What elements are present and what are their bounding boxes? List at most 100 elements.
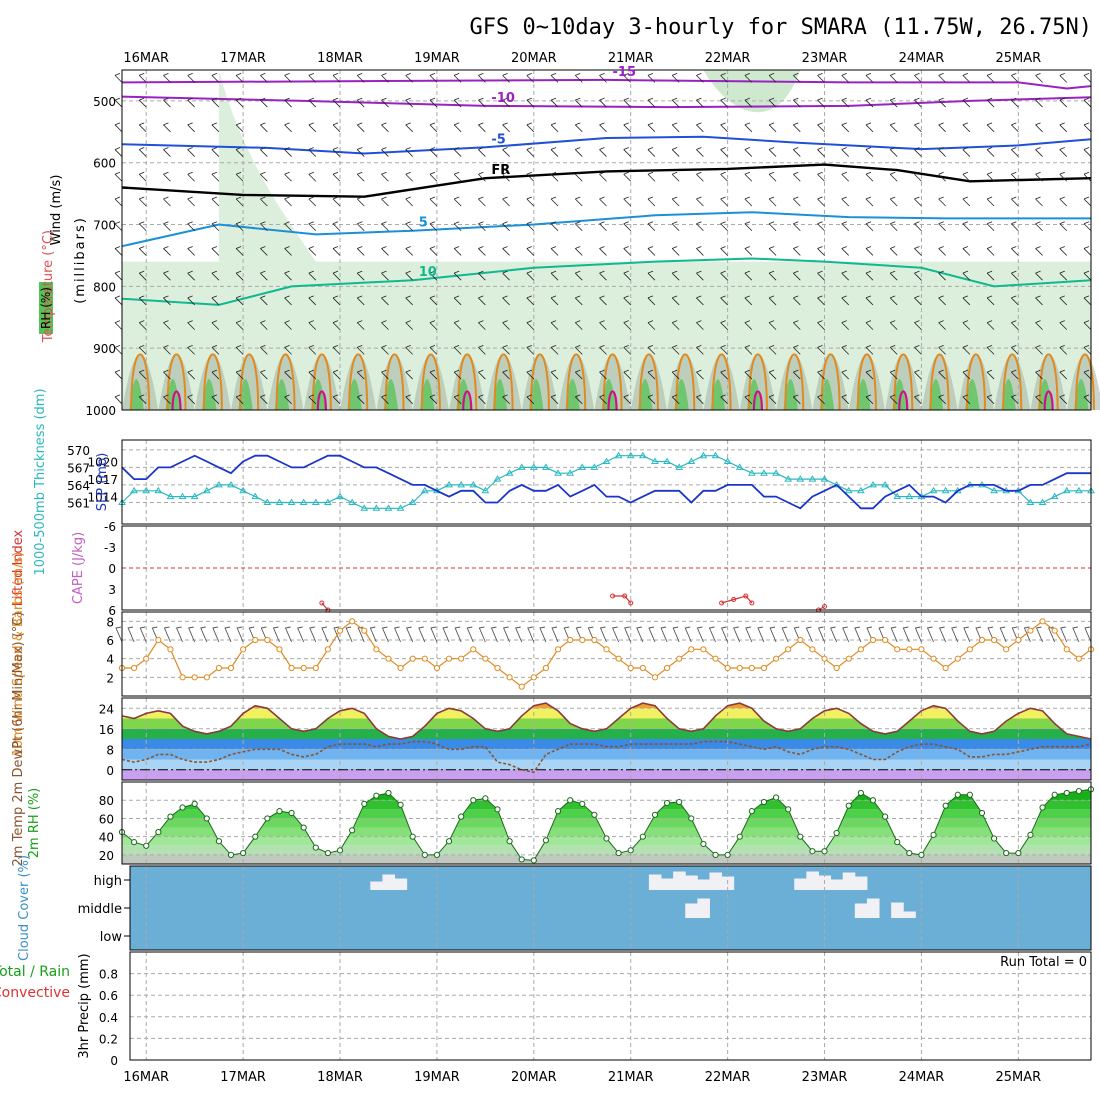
wind-barb [405,295,413,306]
wind-speed-marker [494,664,501,672]
temp-color-band [122,739,1091,750]
wind-barb [235,394,244,405]
surface-wind-barb [151,626,159,643]
wind-barb [502,221,510,232]
wind-barb [647,72,656,83]
rh-marker [264,815,271,822]
wind-barb [308,270,317,281]
wind-barb [429,122,438,133]
wind-barb [599,246,607,256]
wind-barb [865,344,874,355]
thickness-marker [263,498,272,505]
wind-barb [308,369,317,380]
wind-barb [962,122,971,133]
wind-barb [574,196,583,207]
wind-barb [356,221,365,232]
thickness-marker [747,469,756,476]
wind-barb [623,344,632,355]
wind-speed-marker [809,646,816,653]
wind-barb [986,72,995,83]
wind-barb [502,344,510,355]
wind-barb [211,295,220,306]
wind-barb [1011,171,1019,182]
wind-barb [938,320,946,330]
wind-barb [550,97,559,108]
wind-barb [817,295,825,306]
rh-marker [155,829,162,836]
isotherm-loop-20 [675,353,696,411]
surface-wind-barb [817,626,825,643]
wind-axis-label: Wind (m/s) [49,175,64,246]
wind-barb [405,122,413,133]
wind-barb [793,72,801,83]
wind-barb [163,122,171,133]
wind-speed-marker [433,664,441,672]
wind-barb [889,72,898,83]
wind-barb [1083,394,1092,405]
isotherm-loop-20 [1074,353,1095,411]
bottom-date-label: 18MAR [317,1070,363,1085]
wind-barb [429,147,438,157]
wind-barb [356,246,365,256]
wind-barb [962,147,971,157]
wind-barb [647,97,656,108]
wind-barb [453,295,462,306]
surface-wind-barb [854,626,862,643]
wind-speed-marker [918,646,925,653]
rh-marker [978,809,986,817]
wind-barb [187,344,195,355]
wind-barb [793,147,801,157]
wind-barb [1059,394,1068,405]
wind-barb [1059,122,1068,133]
rh-marker [324,849,332,857]
rh-shading-band [710,379,726,410]
surface-wind-barb [284,626,292,643]
rh-marker [688,815,695,822]
wind-barb [1059,221,1068,232]
wind-barb [453,171,462,182]
wind-barb [138,122,147,133]
rh-axis-label: RH (%) [39,287,53,329]
pressure-tick-label: 1000 [85,404,116,418]
rh-color-band [122,789,1091,792]
rh-tick-label: 40 [99,831,114,845]
wind-barb [817,171,825,182]
wind-barb [478,147,486,157]
wind-barb [332,147,341,157]
thickness-marker [166,492,175,500]
wind-barb [720,97,728,108]
isotherm-loop-30 [462,390,473,411]
thickness-marker [1026,498,1035,505]
wind-barb [696,72,704,83]
wind-barb [478,320,486,330]
wind-barb [865,97,874,108]
top-date-label: 20MAR [511,51,557,66]
wind-barb [841,295,850,306]
rh-shading-band [1001,379,1016,410]
surface-wind-barb [139,626,147,643]
wind-barb [211,369,220,380]
rh-marker [724,851,731,858]
wind-barb [1083,221,1092,232]
wind-barb [138,97,147,108]
wind-barb [865,221,874,232]
surface-wind-barb [611,626,620,643]
thickness-marker [239,486,248,494]
wind-barb [235,171,244,182]
wind-barb [889,147,898,157]
wind-barb [647,147,656,157]
thickness-marker [893,492,902,500]
thickness-marker [493,475,502,482]
wind-barb [260,97,268,108]
high-cloud-block [382,874,396,890]
surface-wind-barb [951,626,959,643]
thickness-marker [1075,486,1083,494]
thickness-marker [820,475,829,482]
high-cloud-block [685,875,698,890]
wind-barb [574,369,583,380]
wind-barb [405,147,413,157]
wind-speed-marker [567,636,574,644]
wind-speed-marker [785,646,792,653]
wind-barb [720,394,728,405]
surface-wind-barb [466,626,474,643]
